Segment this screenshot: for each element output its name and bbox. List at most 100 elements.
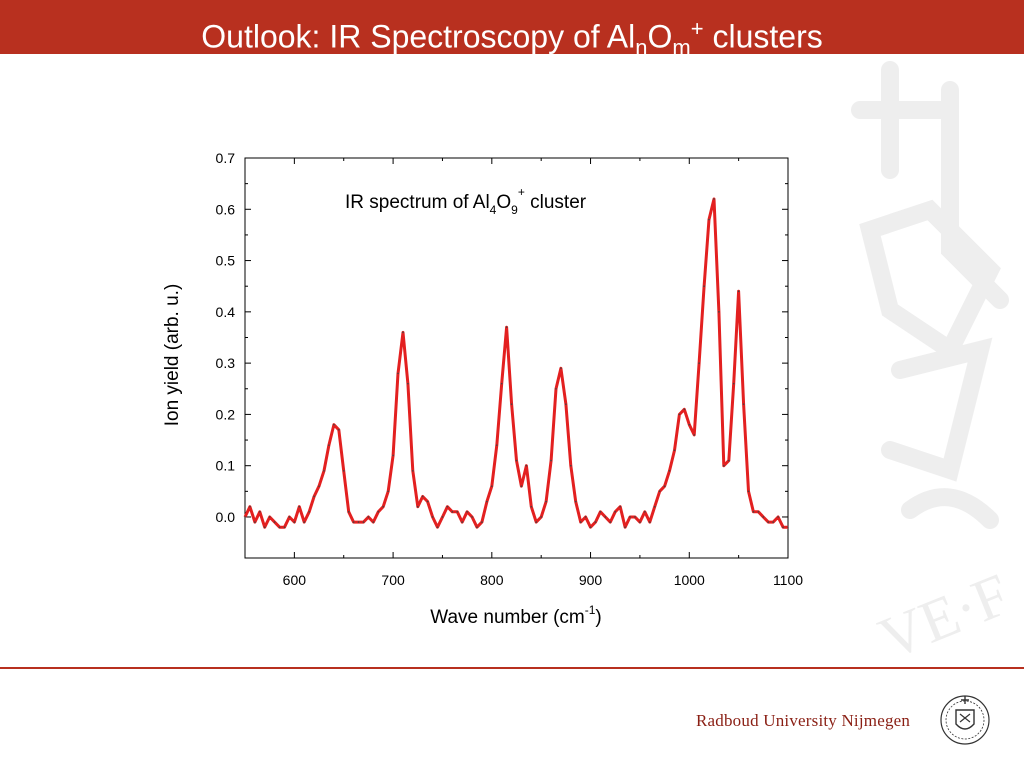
spectrum-point	[293, 521, 296, 523]
x-axis-label-sup: -1	[585, 603, 596, 617]
university-name: Radboud University Nijmegen	[696, 711, 911, 730]
title-bar	[0, 0, 1024, 54]
spectrum-point	[787, 526, 789, 529]
slide-title-prefix: Outlook: IR Spectroscopy of Al	[201, 18, 636, 55]
plot-frame	[244, 157, 789, 559]
slide-title-o: O	[647, 18, 673, 55]
spectrum-point	[421, 495, 424, 498]
chart-title-suffix: cluster	[525, 192, 587, 213]
spectrum-point	[268, 516, 271, 518]
x-tick-label: 1000	[674, 572, 705, 588]
spectrum-point	[634, 516, 636, 518]
spectrum-point	[515, 459, 518, 462]
spectrum-point	[683, 408, 686, 411]
spectrum-point	[668, 470, 671, 472]
chart-title-o: O	[496, 192, 511, 213]
spectrum-point	[318, 485, 320, 488]
spectrum-point	[688, 423, 691, 426]
spectrum-point	[372, 521, 375, 523]
y-tick-label: 0.2	[216, 406, 236, 422]
spectrum-point	[535, 521, 538, 523]
chart-title: IR spectrum of Al4O9+ cluster	[345, 185, 587, 217]
spectrum-point	[333, 423, 335, 426]
spectrum-point	[505, 326, 508, 329]
x-tick-label: 600	[283, 572, 307, 588]
spectrum-point	[466, 511, 468, 513]
spectrum-point	[407, 382, 409, 385]
spectrum-point	[604, 516, 607, 518]
spectrum-point	[273, 521, 276, 523]
slide-title: Outlook: IR Spectroscopy of AlnOm+ clust…	[0, 0, 1024, 60]
spectrum-point	[412, 470, 414, 472]
spectrum-point	[500, 382, 503, 385]
spectrum-point	[757, 511, 760, 513]
y-axis-label: Ion yield (arb. u.)	[162, 284, 183, 427]
spectrum-point	[481, 521, 483, 523]
spectrum-point	[471, 516, 473, 518]
spectrum-point	[313, 495, 315, 498]
spectrum-point	[663, 485, 666, 488]
slide-title-suffix: clusters	[703, 18, 823, 55]
spectrum-point	[328, 444, 330, 446]
y-tick-label: 0.4	[216, 304, 236, 320]
y-tick-label: 0.5	[216, 253, 236, 269]
spectrum-point	[752, 511, 755, 513]
spectrum-point	[545, 500, 547, 503]
spectrum-point	[727, 459, 730, 462]
x-tick-group: 600 700 800 900 1000 1100	[244, 158, 803, 588]
spectrum-point	[540, 516, 542, 518]
spectrum-point	[782, 526, 784, 529]
x-tick-label: 700	[381, 572, 405, 588]
spectrum-point	[747, 490, 750, 493]
spectrum-point	[323, 470, 325, 472]
spectrum-line	[243, 197, 788, 529]
spectrum-point	[762, 516, 765, 518]
y-tick-label: 0.6	[216, 201, 236, 217]
spectrum-point	[530, 505, 533, 508]
spectrum-point	[767, 521, 770, 523]
spectrum-point	[732, 382, 735, 385]
spectrum-point	[693, 434, 696, 436]
spectrum-point	[402, 331, 404, 334]
spectrum-point	[520, 485, 523, 488]
y-tick-label: 0.3	[216, 355, 236, 371]
slide-title-sup: +	[690, 16, 704, 41]
spectrum-point	[495, 444, 498, 446]
spectrum-point	[288, 516, 291, 518]
spectrum-point	[377, 511, 380, 513]
spectrum-point	[263, 526, 266, 529]
spectrum-point	[648, 521, 651, 523]
x-tick-label: 800	[480, 572, 504, 588]
spectrum-point	[737, 290, 740, 293]
spectrum-point	[352, 521, 355, 523]
spectrum-point	[594, 521, 597, 523]
spectrum-point	[416, 505, 419, 508]
spectrum-point	[550, 459, 552, 462]
spectrum-point	[703, 285, 705, 288]
spectrum-point	[510, 403, 513, 405]
spectrum-point	[723, 464, 725, 467]
spectrum-point	[624, 526, 626, 529]
slide-title-sub-m: m	[672, 35, 691, 61]
spectrum-point	[619, 505, 621, 508]
spectrum-point	[367, 516, 370, 518]
spectrum-point	[382, 505, 385, 508]
spectrum-point	[308, 511, 310, 513]
spectrum-point	[254, 521, 256, 523]
spectrum-point	[629, 516, 631, 518]
spectrum-point	[565, 403, 567, 405]
spectrum-point	[431, 516, 434, 518]
x-tick-label: 1100	[773, 572, 803, 588]
spectrum-point	[357, 521, 360, 523]
spectrum-point	[362, 521, 365, 523]
spectrum-point	[772, 521, 774, 523]
spectrum-point	[283, 526, 286, 529]
spectrum-point	[525, 464, 528, 467]
spectrum-point	[589, 526, 592, 529]
spectrum-point	[451, 511, 454, 513]
spectrum-point	[708, 218, 710, 221]
radboud-seal-icon	[940, 695, 990, 745]
spectrum-point	[599, 511, 602, 513]
spectrum-point	[678, 413, 681, 416]
spectrum-point	[570, 464, 572, 467]
